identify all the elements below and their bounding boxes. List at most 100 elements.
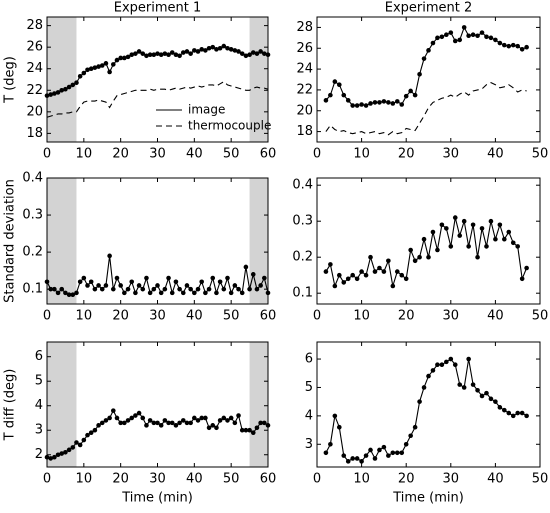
data-point (144, 275, 149, 281)
y-axis-label: T diff (deg) (3, 369, 18, 442)
data-point (166, 52, 171, 58)
y-tick-label: 22 (26, 83, 43, 98)
data-point (107, 253, 112, 259)
data-point (225, 275, 230, 281)
data-point (118, 55, 123, 61)
data-point (372, 269, 378, 274)
data-point (484, 390, 489, 396)
data-point (368, 447, 373, 453)
data-point (184, 283, 190, 288)
x-tick-label: 40 (186, 147, 203, 162)
data-point (341, 280, 347, 285)
x-tick-label: 0 (43, 472, 51, 487)
data-point (125, 286, 131, 292)
data-point (114, 57, 120, 63)
data-point (493, 37, 498, 43)
data-point (225, 418, 230, 423)
data-point (129, 415, 135, 421)
y-tick-label: 22 (296, 82, 313, 97)
data-point (55, 290, 61, 296)
y-tick-label: 0.3 (22, 208, 43, 223)
x-tick-label: 10 (353, 309, 370, 324)
data-point (188, 420, 193, 426)
data-point (337, 424, 342, 430)
x-axis-label: Time (min) (121, 491, 193, 506)
data-point (381, 99, 387, 104)
data-point (403, 93, 409, 99)
data-point (399, 272, 405, 278)
data-point (206, 45, 212, 51)
y-axis-label: T (deg) (3, 56, 18, 104)
data-point (488, 35, 494, 41)
data-point (195, 49, 201, 54)
data-point (243, 53, 249, 59)
data-point (66, 292, 72, 298)
data-point (363, 272, 369, 278)
data-point (203, 290, 208, 296)
data-point (180, 418, 186, 423)
data-point (254, 425, 260, 431)
data-point (457, 382, 463, 387)
data-point (52, 454, 57, 460)
data-point (452, 215, 458, 220)
data-point (479, 226, 485, 231)
data-point (421, 385, 427, 390)
data-point (48, 456, 53, 461)
data-point (162, 51, 168, 56)
data-point (136, 410, 142, 416)
data-point (133, 290, 138, 296)
data-point (169, 50, 175, 55)
data-point (103, 283, 109, 288)
data-point (497, 405, 503, 410)
data-point (103, 418, 109, 423)
data-point (107, 415, 112, 421)
x-tick-label: 10 (76, 472, 93, 487)
data-point (510, 42, 516, 48)
y-tick-label: 0.4 (22, 171, 43, 186)
data-point (394, 99, 400, 104)
data-point (439, 362, 445, 368)
data-point (111, 286, 116, 292)
data-point (210, 44, 216, 50)
data-point (192, 48, 197, 53)
data-point (439, 34, 445, 40)
series-line (46, 80, 269, 118)
data-point (118, 283, 123, 288)
data-point (140, 51, 146, 56)
data-point (99, 63, 105, 68)
series-line (325, 358, 527, 463)
data-point (162, 286, 168, 292)
data-point (88, 66, 94, 72)
x-tick-label: 50 (223, 147, 240, 162)
data-point (85, 67, 90, 73)
data-point (184, 49, 190, 54)
data-point (381, 269, 387, 274)
data-point (502, 236, 507, 242)
data-point (221, 43, 227, 49)
data-point (466, 244, 471, 249)
data-point (173, 423, 179, 428)
data-point (63, 449, 68, 455)
data-point (515, 43, 520, 49)
data-point (408, 88, 413, 94)
data-point (412, 258, 418, 264)
x-tick-label: 30 (149, 472, 166, 487)
data-point (510, 413, 516, 419)
x-tick-label: 60 (260, 147, 277, 162)
data-point (122, 420, 127, 426)
data-point (81, 70, 87, 76)
data-point (515, 244, 520, 249)
shaded-region (47, 17, 77, 142)
data-point (359, 269, 364, 274)
data-point (461, 25, 467, 30)
data-point (328, 92, 333, 98)
data-point (426, 48, 431, 53)
data-point (524, 44, 529, 50)
data-point (372, 100, 378, 105)
data-point (258, 283, 263, 288)
data-point (158, 423, 164, 428)
data-point (519, 410, 525, 416)
data-point (354, 276, 360, 282)
data-point (502, 42, 507, 48)
axes-frame (316, 341, 541, 468)
